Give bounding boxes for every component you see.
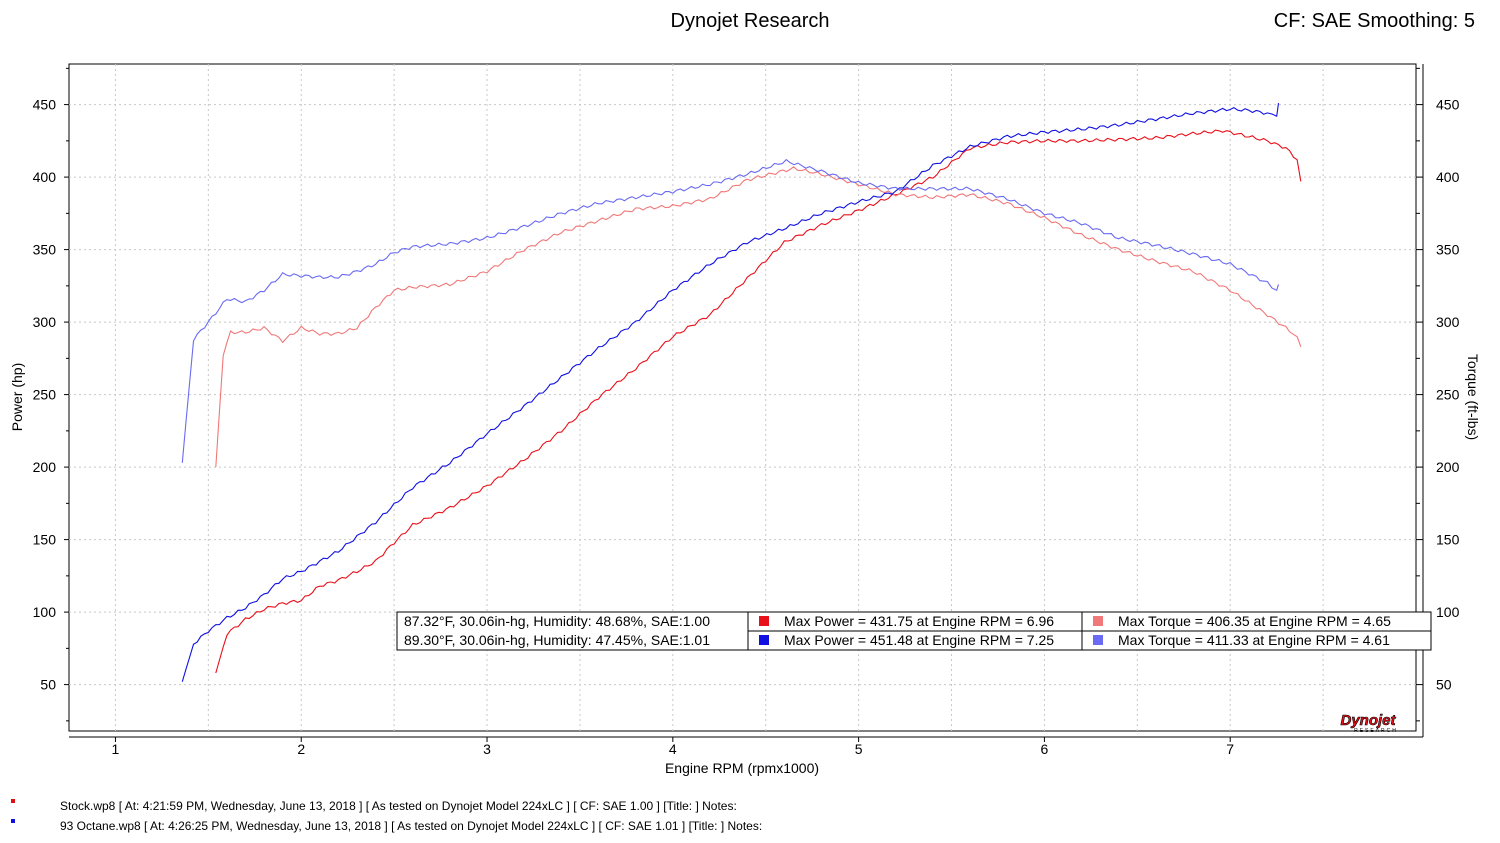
footer-dot-stock <box>11 799 15 803</box>
y-tick-label-right: 300 <box>1436 314 1460 330</box>
legend-torque-stock: Max Torque = 406.35 at Engine RPM = 4.65 <box>1118 613 1391 629</box>
legend-swatch-stock-torque <box>1093 616 1103 626</box>
x-tick-label: 2 <box>297 741 305 757</box>
y-axis-title-right: Torque (ft-lbs) <box>1465 354 1481 440</box>
legend-conditions-93: 89.30°F, 30.06in-hg, Humidity: 47.45%, S… <box>404 632 710 648</box>
legend: 87.32°F, 30.06in-hg, Humidity: 48.68%, S… <box>396 611 1432 651</box>
footer-run-stock: Stock.wp8 [ At: 4:21:59 PM, Wednesday, J… <box>60 799 737 813</box>
series-lines <box>181 103 1302 682</box>
dynojet-logo-text: Dynojet <box>1340 712 1396 729</box>
y-tick-label-left: 400 <box>33 169 57 185</box>
y-tick-label-left: 100 <box>33 604 57 620</box>
footer-dot-93 <box>11 819 15 823</box>
x-axis-title: Engine RPM (rpmx1000) <box>665 760 819 776</box>
legend-conditions-stock: 87.32°F, 30.06in-hg, Humidity: 48.68%, S… <box>404 613 710 629</box>
chart-title: Dynojet Research <box>670 10 830 32</box>
x-tick-label: 1 <box>112 741 120 757</box>
x-tick-label: 5 <box>855 741 863 757</box>
y-tick-label-left: 300 <box>33 314 57 330</box>
legend-swatch-93-torque <box>1093 635 1103 645</box>
y-tick-label-left: 450 <box>33 97 57 113</box>
y-tick-label-left: 200 <box>33 459 57 475</box>
y-tick-label-left: 50 <box>40 677 56 693</box>
y-tick-label-right: 400 <box>1436 169 1460 185</box>
y-tick-label-right: 50 <box>1436 677 1452 693</box>
dynojet-logo: Dynojet RESEARCH <box>1340 712 1397 734</box>
series-line-93-octane-torque <box>181 158 1280 463</box>
dynojet-logo-subtext: RESEARCH <box>1354 728 1398 734</box>
footer-run-93: 93 Octane.wp8 [ At: 4:26:25 PM, Wednesda… <box>60 819 763 833</box>
x-tick-label: 4 <box>669 741 677 757</box>
y-tick-label-right: 250 <box>1436 387 1460 403</box>
x-tick-label: 3 <box>483 741 491 757</box>
legend-power-stock: Max Power = 431.75 at Engine RPM = 6.96 <box>784 613 1054 629</box>
legend-power-93: Max Power = 451.48 at Engine RPM = 7.25 <box>784 632 1054 648</box>
y-tick-label-left: 150 <box>33 532 57 548</box>
legend-torque-93: Max Torque = 411.33 at Engine RPM = 4.61 <box>1118 632 1390 648</box>
y-tick-label-right: 150 <box>1436 532 1460 548</box>
tick-labels: 1 2 3 4 5 6 7 50 50 100 100 150 150 200 200 250 250 300 30… <box>33 67 1460 757</box>
series-line-93-octane-power <box>181 103 1280 682</box>
correction-factor-label: CF: SAE Smoothing: 5 <box>1273 10 1475 32</box>
x-tick-label: 7 <box>1226 741 1234 757</box>
y-tick-label-left: 250 <box>33 387 57 403</box>
series-line-stock-torque <box>215 166 1302 468</box>
legend-swatch-stock-power <box>759 616 769 626</box>
x-tick-label: 6 <box>1041 741 1049 757</box>
y-tick-label-right: 200 <box>1436 459 1460 475</box>
y-axis-title-left: Power (hp) <box>9 363 25 431</box>
series-line-stock-power <box>215 129 1302 674</box>
y-tick-label-right: 350 <box>1436 242 1460 258</box>
y-tick-label-left: 350 <box>33 242 57 258</box>
y-tick-label-right: 450 <box>1436 97 1460 113</box>
y-tick-label-right: 100 <box>1436 604 1460 620</box>
legend-swatch-93-power <box>759 635 769 645</box>
